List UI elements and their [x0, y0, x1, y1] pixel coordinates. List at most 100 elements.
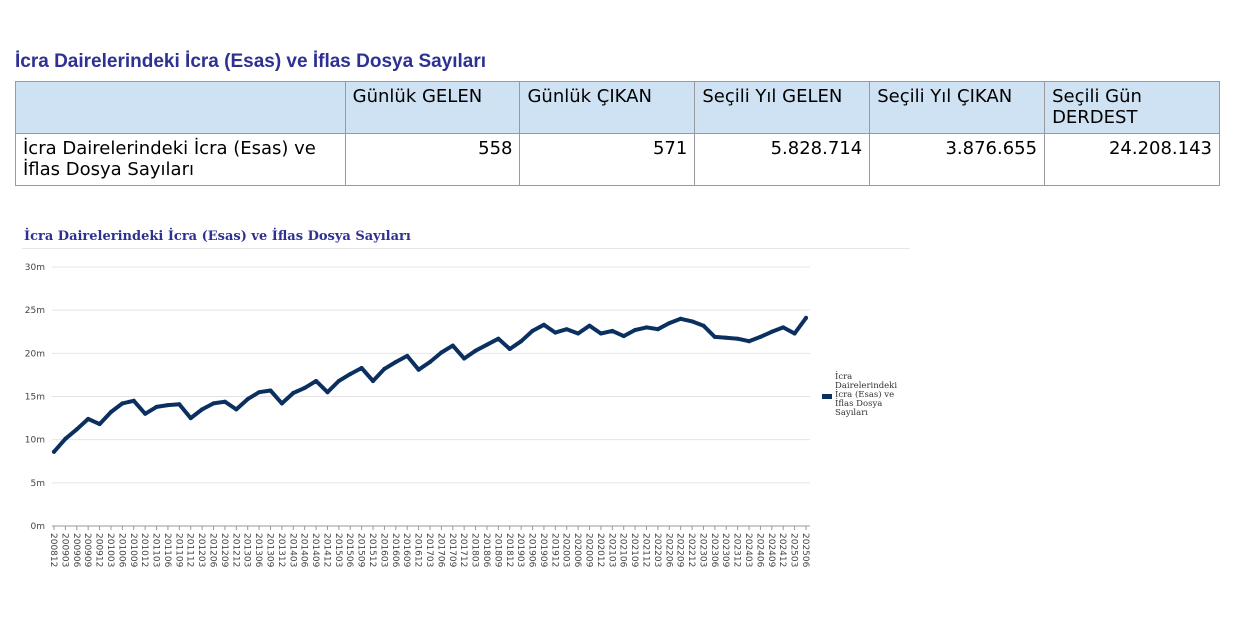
y-tick-label: 20m [25, 349, 45, 359]
data-point [678, 316, 683, 321]
data-point [530, 328, 535, 333]
data-point [804, 315, 808, 320]
table-row: İcra Dairelerindeki İcra (Esas) ve İflas… [15, 133, 1220, 186]
table-header-cell: Seçili Gün DERDEST [1044, 81, 1220, 134]
data-point [348, 372, 353, 377]
x-tick-label: 201209 [219, 533, 229, 568]
data-point [131, 398, 136, 403]
page-title: İcra Dairelerindeki İcra (Esas) ve İflas… [15, 51, 487, 72]
x-tick-label: 202306 [709, 533, 719, 568]
year-incoming-cell: 5.828.714 [694, 133, 871, 186]
legend-swatch [822, 394, 832, 399]
table-header-cell [15, 81, 346, 134]
data-point [120, 401, 125, 406]
x-tick-label: 202403 [743, 533, 753, 567]
x-tick-label: 201203 [196, 533, 206, 567]
data-point [336, 379, 341, 383]
x-tick-label: 201512 [367, 533, 377, 567]
data-point [109, 410, 113, 414]
data-point [416, 367, 421, 372]
data-point [712, 334, 717, 339]
data-point [86, 416, 91, 421]
table-header-cell: Günlük ÇIKAN [519, 81, 696, 134]
x-tick-label: 202406 [754, 533, 764, 568]
x-tick-label: 201103 [151, 533, 161, 567]
x-tick-label: 201903 [515, 533, 525, 567]
data-point [758, 334, 763, 339]
x-tick-label: 201612 [413, 533, 423, 567]
x-tick-label: 201606 [390, 533, 400, 568]
legend-label: İcra Dairelerindeki İcra (Esas) ve İflas Do… [835, 370, 897, 418]
x-tick-label: 201006 [116, 533, 126, 568]
data-point [655, 327, 660, 332]
x-tick-label: 201609 [401, 533, 411, 568]
x-tick-label: 202506 [800, 533, 810, 568]
data-point [188, 416, 193, 421]
x-tick-label: 202203 [652, 533, 662, 567]
data-point [485, 342, 489, 347]
x-tick-label: 201909 [538, 533, 548, 568]
data-point [200, 407, 205, 412]
data-point [792, 331, 797, 336]
data-point [291, 391, 296, 395]
year-outgoing-cell: 3.876.655 [869, 133, 1046, 186]
x-tick-label: 201012 [139, 533, 149, 567]
data-point [371, 379, 375, 383]
data-point [325, 390, 330, 395]
data-point [450, 343, 455, 348]
x-tick-label: 201303 [242, 533, 252, 567]
row-label-cell: İcra Dairelerindeki İcra (Esas) ve İflas… [15, 133, 346, 186]
y-tick-label: 30m [25, 263, 45, 273]
data-point [496, 336, 501, 341]
x-tick-label: 201812 [504, 533, 514, 567]
data-point [473, 348, 478, 353]
summary-table: Günlük GELEN Günlük ÇIKAN Seçili Yıl GEL… [15, 81, 1220, 186]
data-point [302, 385, 307, 390]
x-tick-label: 201403 [287, 533, 297, 567]
x-tick-label: 201312 [276, 533, 286, 567]
table-header-row: Günlük GELEN Günlük ÇIKAN Seçili Yıl GEL… [15, 81, 1220, 134]
x-tick-label: 201906 [527, 533, 537, 568]
data-point [519, 339, 524, 344]
x-tick-label: 201106 [162, 533, 172, 568]
x-tick-label: 202006 [572, 533, 582, 568]
x-tick-label: 201306 [253, 533, 263, 568]
data-point [211, 401, 216, 406]
data-point [154, 404, 159, 409]
x-tick-label: 201003 [105, 533, 115, 567]
daily-incoming-cell: 558 [344, 133, 521, 186]
data-point [598, 331, 603, 336]
x-tick-label: 201809 [492, 533, 502, 568]
data-point [359, 366, 364, 370]
series-layer [52, 315, 808, 454]
data-point [644, 325, 649, 330]
x-tick-label: 202212 [686, 533, 696, 567]
chart-title: İcra Dairelerindeki İcra (Esas) ve İflas… [24, 229, 411, 244]
y-axis: 0m 5m 10m 15m 20m 25m 30m [25, 263, 45, 532]
x-tick-label: 202003 [561, 533, 571, 567]
x-tick-label: 201803 [470, 533, 480, 567]
x-tick-label: 201912 [549, 533, 559, 567]
x-tick-label: 201109 [173, 533, 183, 568]
x-tick-label: 202112 [640, 533, 650, 567]
x-tick-label: 202103 [606, 533, 616, 567]
y-tick-label: 25m [25, 306, 45, 316]
data-point [257, 390, 262, 395]
data-point [52, 449, 56, 454]
x-tick-label: 201206 [208, 533, 218, 568]
x-tick-label: 201603 [378, 533, 388, 567]
x-tick-label: 201409 [310, 533, 320, 568]
data-point [405, 353, 410, 358]
data-point [279, 401, 284, 406]
pending-cell: 24.208.143 [1044, 133, 1220, 186]
x-tick-label: 202209 [675, 533, 685, 568]
x-tick-label: 201406 [299, 533, 309, 568]
data-point [245, 397, 250, 402]
data-point [610, 328, 615, 333]
x-tick-label: 202309 [720, 533, 730, 568]
data-point [314, 379, 319, 383]
data-point [507, 347, 512, 351]
table-header-cell: Günlük GELEN [344, 81, 521, 134]
x-tick-label: 200812 [48, 533, 58, 567]
